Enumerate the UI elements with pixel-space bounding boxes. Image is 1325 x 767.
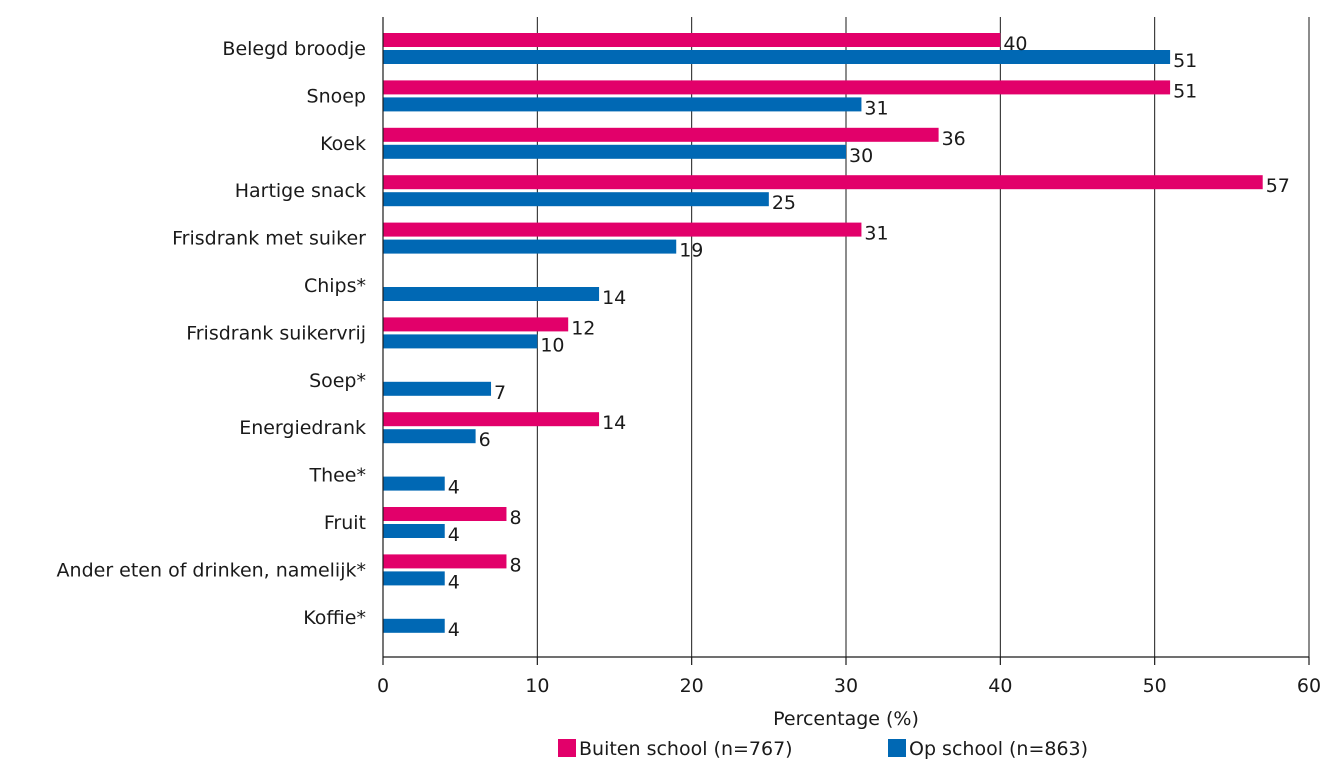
bar-op-school [383,287,600,301]
legend: Buiten school (n=767) Op school (n=863) [558,738,1088,760]
category-label: Koek [320,133,366,155]
bar-op-school [383,50,1171,64]
bar-buiten-school [383,507,507,521]
x-tick-label: 10 [525,675,549,697]
bar-op-school [383,618,445,633]
data-label: 10 [540,334,564,356]
legend-label: Buiten school (n=767) [579,738,793,760]
data-label: 31 [864,223,888,245]
data-label: 12 [571,317,595,339]
category-label: Soep* [309,370,366,392]
bar-op-school [383,334,538,349]
x-tick-label: 30 [834,675,858,697]
data-label: 8 [509,554,521,576]
bar-buiten-school [383,317,569,332]
bar-buiten-school [383,412,600,427]
legend-swatch [558,739,576,757]
category-label: Frisdrank suikervrij [186,322,366,344]
x-axis: 0 10 20 30 40 50 60 [377,17,1321,697]
data-label: 4 [448,571,460,593]
data-label: 7 [494,382,506,404]
bar-op-school [383,97,862,112]
data-label: 4 [448,524,460,546]
bar-buiten-school [383,554,507,569]
legend-swatch [888,739,906,757]
x-tick-label: 60 [1297,675,1321,697]
bar-buiten-school [383,80,1171,95]
category-label: Hartige snack [235,180,366,202]
bar-op-school [383,476,445,491]
data-label: 36 [942,128,966,150]
data-labels: 40 51 51 31 36 30 57 25 31 19 14 12 10 7 14 6 4 8 4 8 4 4 [448,33,1290,641]
x-tick-label: 40 [988,675,1012,697]
data-label: 8 [509,507,521,529]
data-label: 40 [1003,33,1027,55]
legend-label: Op school (n=863) [909,738,1088,760]
data-label: 19 [679,240,703,262]
bar-buiten-school [383,33,1001,47]
bar-op-school [383,192,769,207]
gridlines [536,17,1310,657]
bar-op-school [383,144,846,159]
category-label: Belegd broodje [222,38,366,60]
category-label: Koffie* [303,607,366,629]
x-tick-label: 0 [377,675,389,697]
category-label: Snoep [307,85,366,107]
data-label: 51 [1173,50,1197,72]
bar-op-school [383,429,476,444]
data-label: 6 [479,429,491,451]
category-labels: Belegd broodje Snoep Koek Hartige snack Fris… [57,38,367,629]
data-label: 4 [448,619,460,641]
category-label: Fruit [324,512,366,534]
category-label: Energiedrank [239,417,366,439]
bar-op-school [383,239,677,254]
x-axis-title: Percentage (%) [773,708,919,730]
bar-op-school [383,381,492,396]
data-label: 4 [448,477,460,499]
bar-buiten-school [383,175,1263,190]
bar-buiten-school [383,127,939,142]
data-label: 30 [849,145,873,167]
data-label: 51 [1173,80,1197,102]
category-label: Ander eten of drinken, namelijk* [57,559,366,581]
data-label: 25 [772,192,796,214]
data-label: 57 [1266,175,1290,197]
category-label: Thee* [308,465,366,487]
bar-buiten-school [383,222,862,237]
data-label: 31 [864,97,888,119]
category-label: Frisdrank met suiker [172,228,366,250]
x-tick-label: 20 [680,675,704,697]
bars [383,33,1263,633]
x-tick-label: 50 [1143,675,1167,697]
bar-op-school [383,524,445,538]
category-label: Chips* [304,275,366,297]
data-label: 14 [602,412,626,434]
bar-op-school [383,571,445,586]
data-label: 14 [602,287,626,309]
